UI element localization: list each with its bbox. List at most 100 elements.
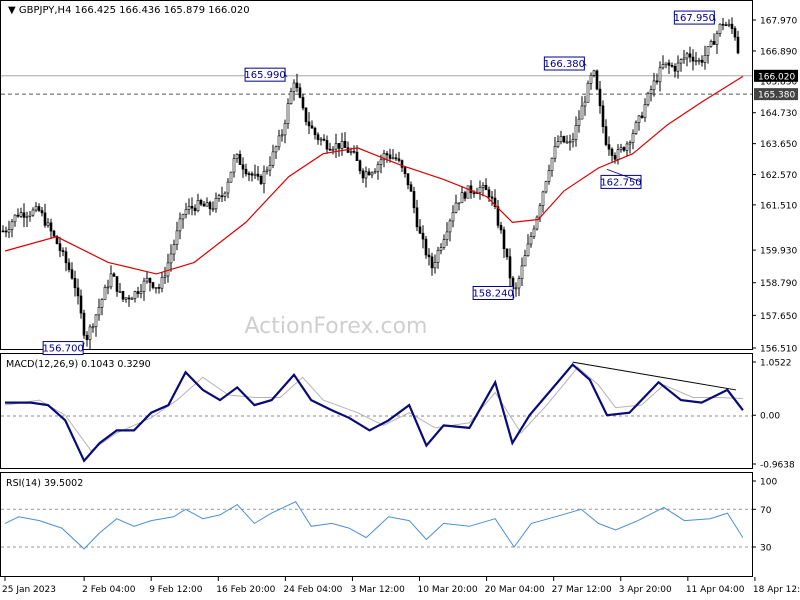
rsi-panel-frame [0, 472, 753, 577]
candle-body [244, 168, 248, 175]
candle-body [631, 133, 635, 143]
candle-body [34, 206, 38, 211]
candle-body [316, 134, 320, 140]
candle-body [646, 93, 650, 105]
support-price-box [754, 88, 798, 101]
candle-body [43, 212, 47, 226]
candle-body [730, 23, 734, 29]
candle-body [325, 140, 329, 150]
x-tick-label: 25 Jan 2023 [2, 585, 56, 595]
price-annotation-box [42, 341, 84, 356]
candle-body [514, 287, 518, 290]
candle-body [304, 107, 308, 123]
candle-body [355, 151, 359, 161]
candle-body [76, 287, 80, 297]
candle-body [283, 123, 287, 136]
candle-body [532, 228, 536, 237]
candle-body [640, 115, 644, 118]
candle-body [163, 275, 167, 278]
x-tick-label: 3 Apr 20:00 [619, 585, 672, 595]
candle-body [352, 151, 356, 153]
rsi-title: RSI(14) 39.5002 [6, 478, 83, 489]
candle-body [271, 151, 275, 166]
candle-body [382, 153, 386, 161]
candle-body [178, 218, 182, 232]
candle-body [589, 75, 593, 84]
candle-body [469, 185, 473, 194]
annotation-leader [606, 169, 642, 183]
annotation-leader [512, 292, 515, 299]
candle-body [328, 148, 332, 151]
candle-body [13, 214, 17, 223]
candle-body [82, 312, 86, 336]
candle-body [715, 33, 719, 45]
candle-body [661, 64, 665, 69]
candle-body [166, 262, 170, 277]
candle-body [481, 185, 485, 188]
candle-body [154, 287, 158, 289]
candle-body [712, 40, 716, 45]
candle-body [604, 126, 608, 145]
candle-body [565, 141, 569, 144]
candle-body [430, 256, 434, 269]
price-tick-label: 158.790 [760, 279, 797, 289]
candle-body [502, 229, 506, 250]
candle-body [214, 198, 218, 210]
candle-body [691, 56, 695, 62]
candle-body [586, 83, 590, 103]
price-tick-label: 157.650 [760, 312, 797, 322]
candle-body [580, 105, 584, 120]
x-tick-label: 16 Feb 20:00 [216, 585, 275, 595]
candle-body [136, 291, 140, 294]
macd-tick-label: 0.00 [760, 412, 780, 422]
candle-body [460, 192, 464, 204]
candle-body [112, 273, 116, 277]
candle-body [625, 143, 629, 151]
candle-body [40, 210, 44, 214]
price-tick-label: 166.890 [760, 47, 797, 57]
candle-body [370, 172, 374, 176]
candle-body [139, 291, 143, 294]
candle-body [367, 171, 371, 176]
candle-body [289, 91, 293, 104]
candle-body [607, 144, 611, 150]
candle-body [151, 282, 155, 288]
rsi-tick-label: 100 [760, 478, 777, 488]
candle-body [538, 205, 542, 218]
candle-body [265, 169, 269, 172]
candle-body [334, 143, 338, 150]
candle-body [490, 196, 494, 199]
annotation-leader [82, 342, 85, 349]
candle-body [616, 149, 620, 160]
macd-trendline [572, 361, 737, 391]
candle-body [37, 206, 41, 211]
candle-body [667, 62, 671, 66]
candle-body [313, 127, 317, 135]
candle-body [232, 158, 236, 173]
candle-body [544, 181, 548, 193]
candle-body [415, 207, 419, 228]
candle-body [598, 88, 602, 107]
candle-body [487, 189, 491, 198]
candle-body [298, 87, 302, 98]
candle-body [274, 146, 278, 153]
price-tick-label: 163.650 [760, 140, 797, 150]
candle-body [493, 197, 497, 208]
candle-body [349, 151, 353, 153]
candle-body [226, 181, 230, 194]
x-tick-label: 9 Feb 12:00 [149, 585, 203, 595]
x-tick-label: 10 Mar 20:00 [418, 585, 478, 595]
candle-body [520, 265, 524, 279]
price-annotation-label: 158.240 [472, 288, 513, 299]
candle-body [160, 276, 164, 289]
x-tick-label: 11 Apr 04:00 [686, 585, 745, 595]
candle-body [256, 173, 260, 177]
candle-body [85, 334, 89, 340]
candle-body [571, 139, 575, 143]
price-tick-label: 161.510 [760, 201, 797, 211]
candle-body [337, 143, 341, 149]
candle-body [67, 262, 71, 270]
x-tick-label: 2 Feb 04:00 [82, 585, 136, 595]
x-tick-label: 18 Apr 12:00 [753, 585, 800, 595]
moving-average-line [4, 75, 744, 275]
